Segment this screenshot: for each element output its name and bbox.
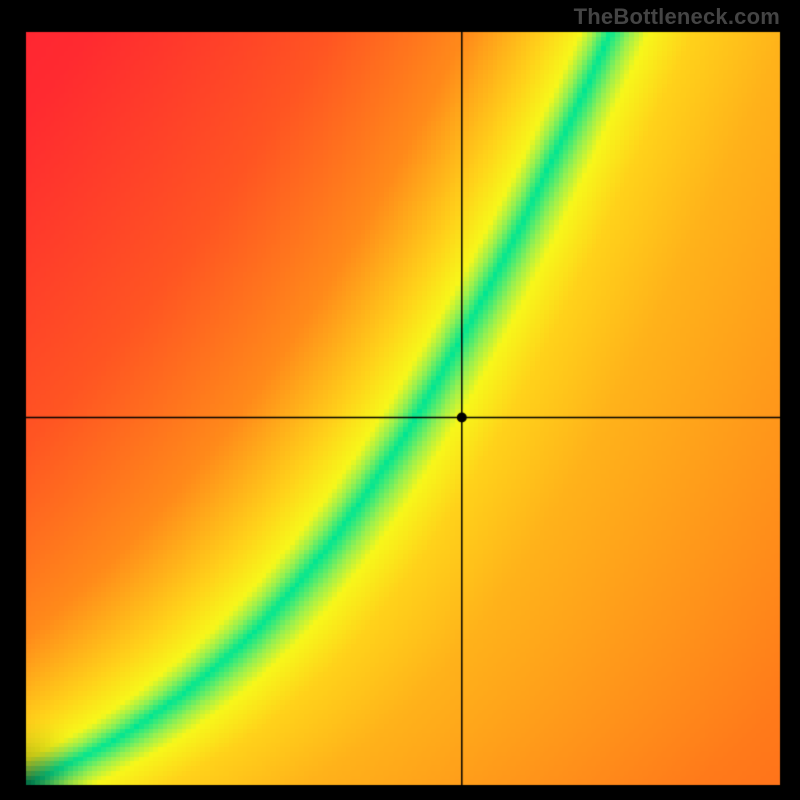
chart-container: { "watermark": "TheBottleneck.com", "can…: [0, 0, 800, 800]
watermark-text: TheBottleneck.com: [574, 4, 780, 30]
heatmap-canvas: [0, 0, 800, 800]
